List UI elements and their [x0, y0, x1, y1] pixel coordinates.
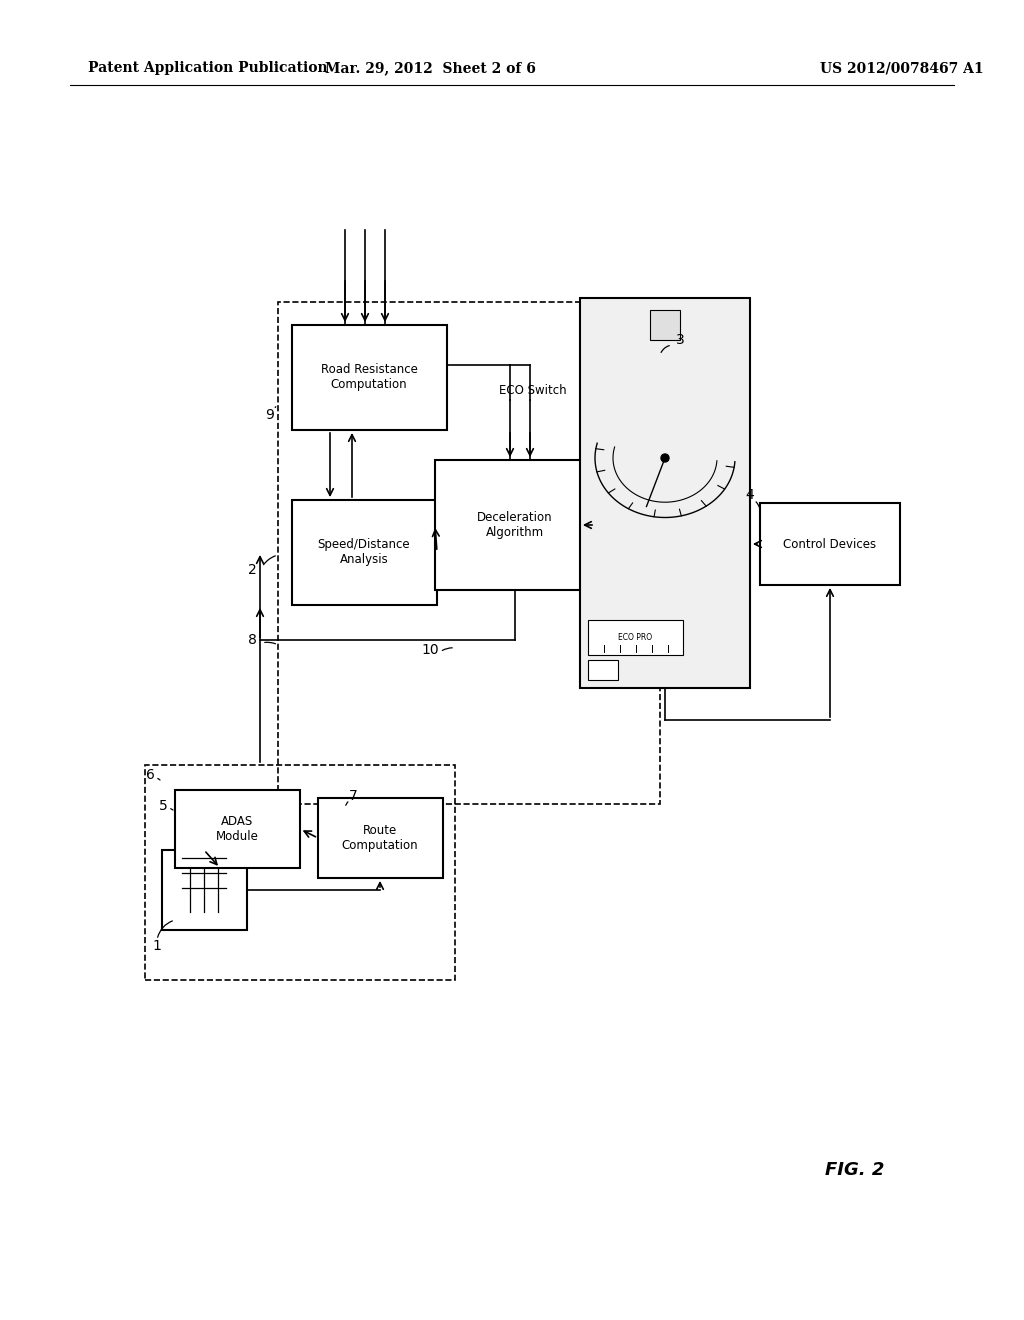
Text: 3: 3 — [676, 333, 684, 347]
Bar — [760, 503, 900, 585]
Text: Deceleration
Algorithm: Deceleration Algorithm — [477, 511, 553, 539]
Text: 2: 2 — [248, 564, 256, 577]
Text: ECO PRO: ECO PRO — [617, 632, 652, 642]
Bar — [292, 500, 437, 605]
Text: 8: 8 — [248, 634, 256, 647]
Text: 10: 10 — [421, 643, 439, 657]
Bar — [162, 850, 247, 931]
Text: Route
Computation: Route Computation — [342, 824, 419, 851]
Circle shape — [662, 454, 669, 462]
Bar — [318, 799, 443, 878]
Text: 4: 4 — [745, 488, 755, 502]
Text: Mar. 29, 2012  Sheet 2 of 6: Mar. 29, 2012 Sheet 2 of 6 — [325, 61, 536, 75]
Text: 9: 9 — [265, 408, 274, 422]
Text: 6: 6 — [145, 768, 155, 781]
Text: Patent Application Publication: Patent Application Publication — [88, 61, 328, 75]
Bar — [292, 325, 447, 430]
Text: US 2012/0078467 A1: US 2012/0078467 A1 — [820, 61, 984, 75]
Bar — [650, 310, 680, 341]
Text: 5: 5 — [159, 799, 167, 813]
Text: 1: 1 — [153, 939, 162, 953]
Text: FIG. 2: FIG. 2 — [825, 1162, 885, 1179]
Text: Road Resistance
Computation: Road Resistance Computation — [321, 363, 418, 391]
Bar — [435, 459, 595, 590]
Bar — [278, 302, 660, 804]
Text: Speed/Distance
Analysis: Speed/Distance Analysis — [317, 539, 411, 566]
Bar — [145, 766, 455, 979]
Bar — [588, 620, 683, 655]
Text: 7: 7 — [348, 789, 357, 803]
Bar — [175, 789, 300, 869]
Text: Control Devices: Control Devices — [783, 537, 877, 550]
Text: ECO Switch: ECO Switch — [499, 384, 567, 396]
Bar — [588, 660, 618, 680]
Bar — [580, 298, 750, 688]
Text: ADAS
Module: ADAS Module — [216, 814, 258, 843]
